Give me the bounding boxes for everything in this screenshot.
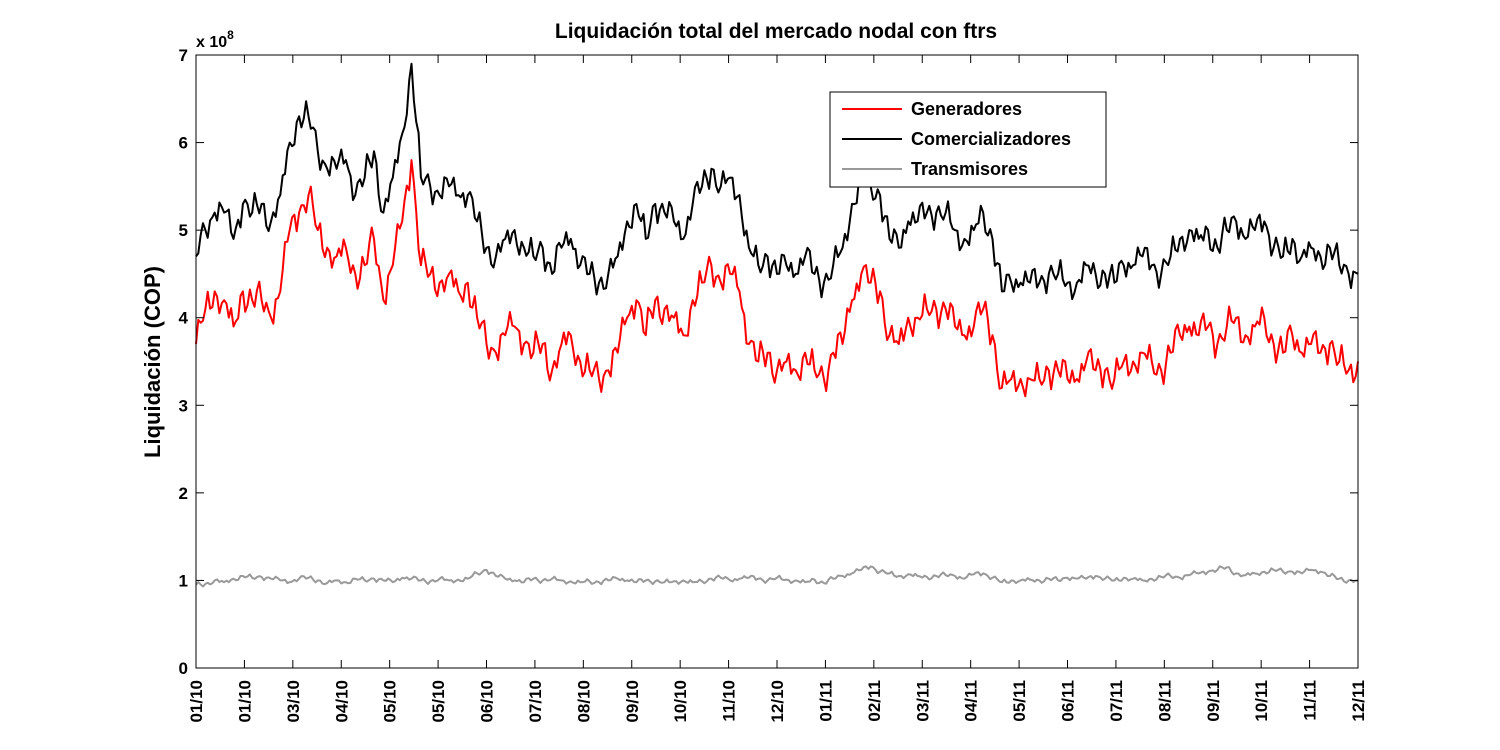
y-tick-label: 5 bbox=[179, 221, 188, 240]
x-tick-label: 07/10 bbox=[526, 680, 545, 723]
x-tick-label: 05/10 bbox=[381, 680, 400, 723]
x-tick-label: 03/11 bbox=[913, 680, 932, 722]
chart-title: Liquidación total del mercado nodal con … bbox=[555, 20, 997, 43]
y-tick-label: 1 bbox=[179, 571, 188, 590]
axes: 0 1 2 3 4 5 6 7 01/10 01/10 03/10 04/10 05/10 05/10 06… bbox=[179, 46, 1368, 723]
x-tick-label: 07/11 bbox=[1107, 680, 1126, 722]
legend-label: Comercializadores bbox=[911, 129, 1071, 149]
y-tick-label: 2 bbox=[179, 484, 188, 503]
series-layer bbox=[196, 64, 1358, 587]
series-line-comercializadores bbox=[196, 64, 1358, 299]
legend-label: Transmisores bbox=[911, 159, 1028, 179]
y-tick-label: 6 bbox=[179, 134, 188, 153]
x-tick-label: 06/10 bbox=[478, 680, 497, 723]
x-tick-label: 11/11 bbox=[1301, 680, 1320, 721]
x-tick-label: 10/11 bbox=[1252, 680, 1271, 722]
x-tick-label: 05/11 bbox=[1010, 680, 1029, 722]
y-axis-multiplier-exponent: 8 bbox=[227, 28, 234, 42]
x-tick-label: 09/10 bbox=[623, 680, 642, 723]
x-tick-label: 01/10 bbox=[235, 680, 254, 723]
x-tick-label: 01/10 bbox=[187, 680, 206, 723]
y-tick-label: 7 bbox=[179, 46, 188, 65]
x-tick-label: 09/11 bbox=[1204, 680, 1223, 722]
x-tick-label: 04/10 bbox=[332, 680, 351, 723]
x-tick-label: 03/10 bbox=[284, 680, 303, 723]
legend-label: Generadores bbox=[911, 99, 1022, 119]
x-tick-label: 05/10 bbox=[429, 680, 448, 723]
y-tick-label: 0 bbox=[179, 659, 188, 678]
x-tick-label: 08/11 bbox=[1155, 680, 1174, 722]
x-tick-label: 11/10 bbox=[720, 680, 739, 722]
legend: Generadores Comercializadores Transmisores bbox=[830, 92, 1106, 187]
series-line-generadores bbox=[196, 160, 1358, 396]
y-tick-label: 4 bbox=[179, 309, 189, 328]
y-axis-multiplier-base: x 10 bbox=[196, 34, 227, 51]
x-tick-label: 08/10 bbox=[574, 680, 593, 723]
x-tick-label: 12/10 bbox=[768, 680, 787, 723]
x-tick-label: 02/11 bbox=[865, 680, 884, 722]
y-axis-label: Liquidación (COP) bbox=[140, 266, 165, 458]
x-tick-label: 10/10 bbox=[671, 680, 690, 723]
y-tick-label: 3 bbox=[179, 396, 188, 415]
x-tick-label: 12/11 bbox=[1349, 680, 1368, 722]
x-tick-label: 06/11 bbox=[1059, 680, 1078, 722]
x-tick-label: 04/11 bbox=[962, 680, 981, 722]
x-tick-label: 01/11 bbox=[816, 680, 835, 722]
series-line-transmisores bbox=[196, 566, 1358, 586]
y-axis-multiplier: x 108 bbox=[196, 28, 234, 51]
